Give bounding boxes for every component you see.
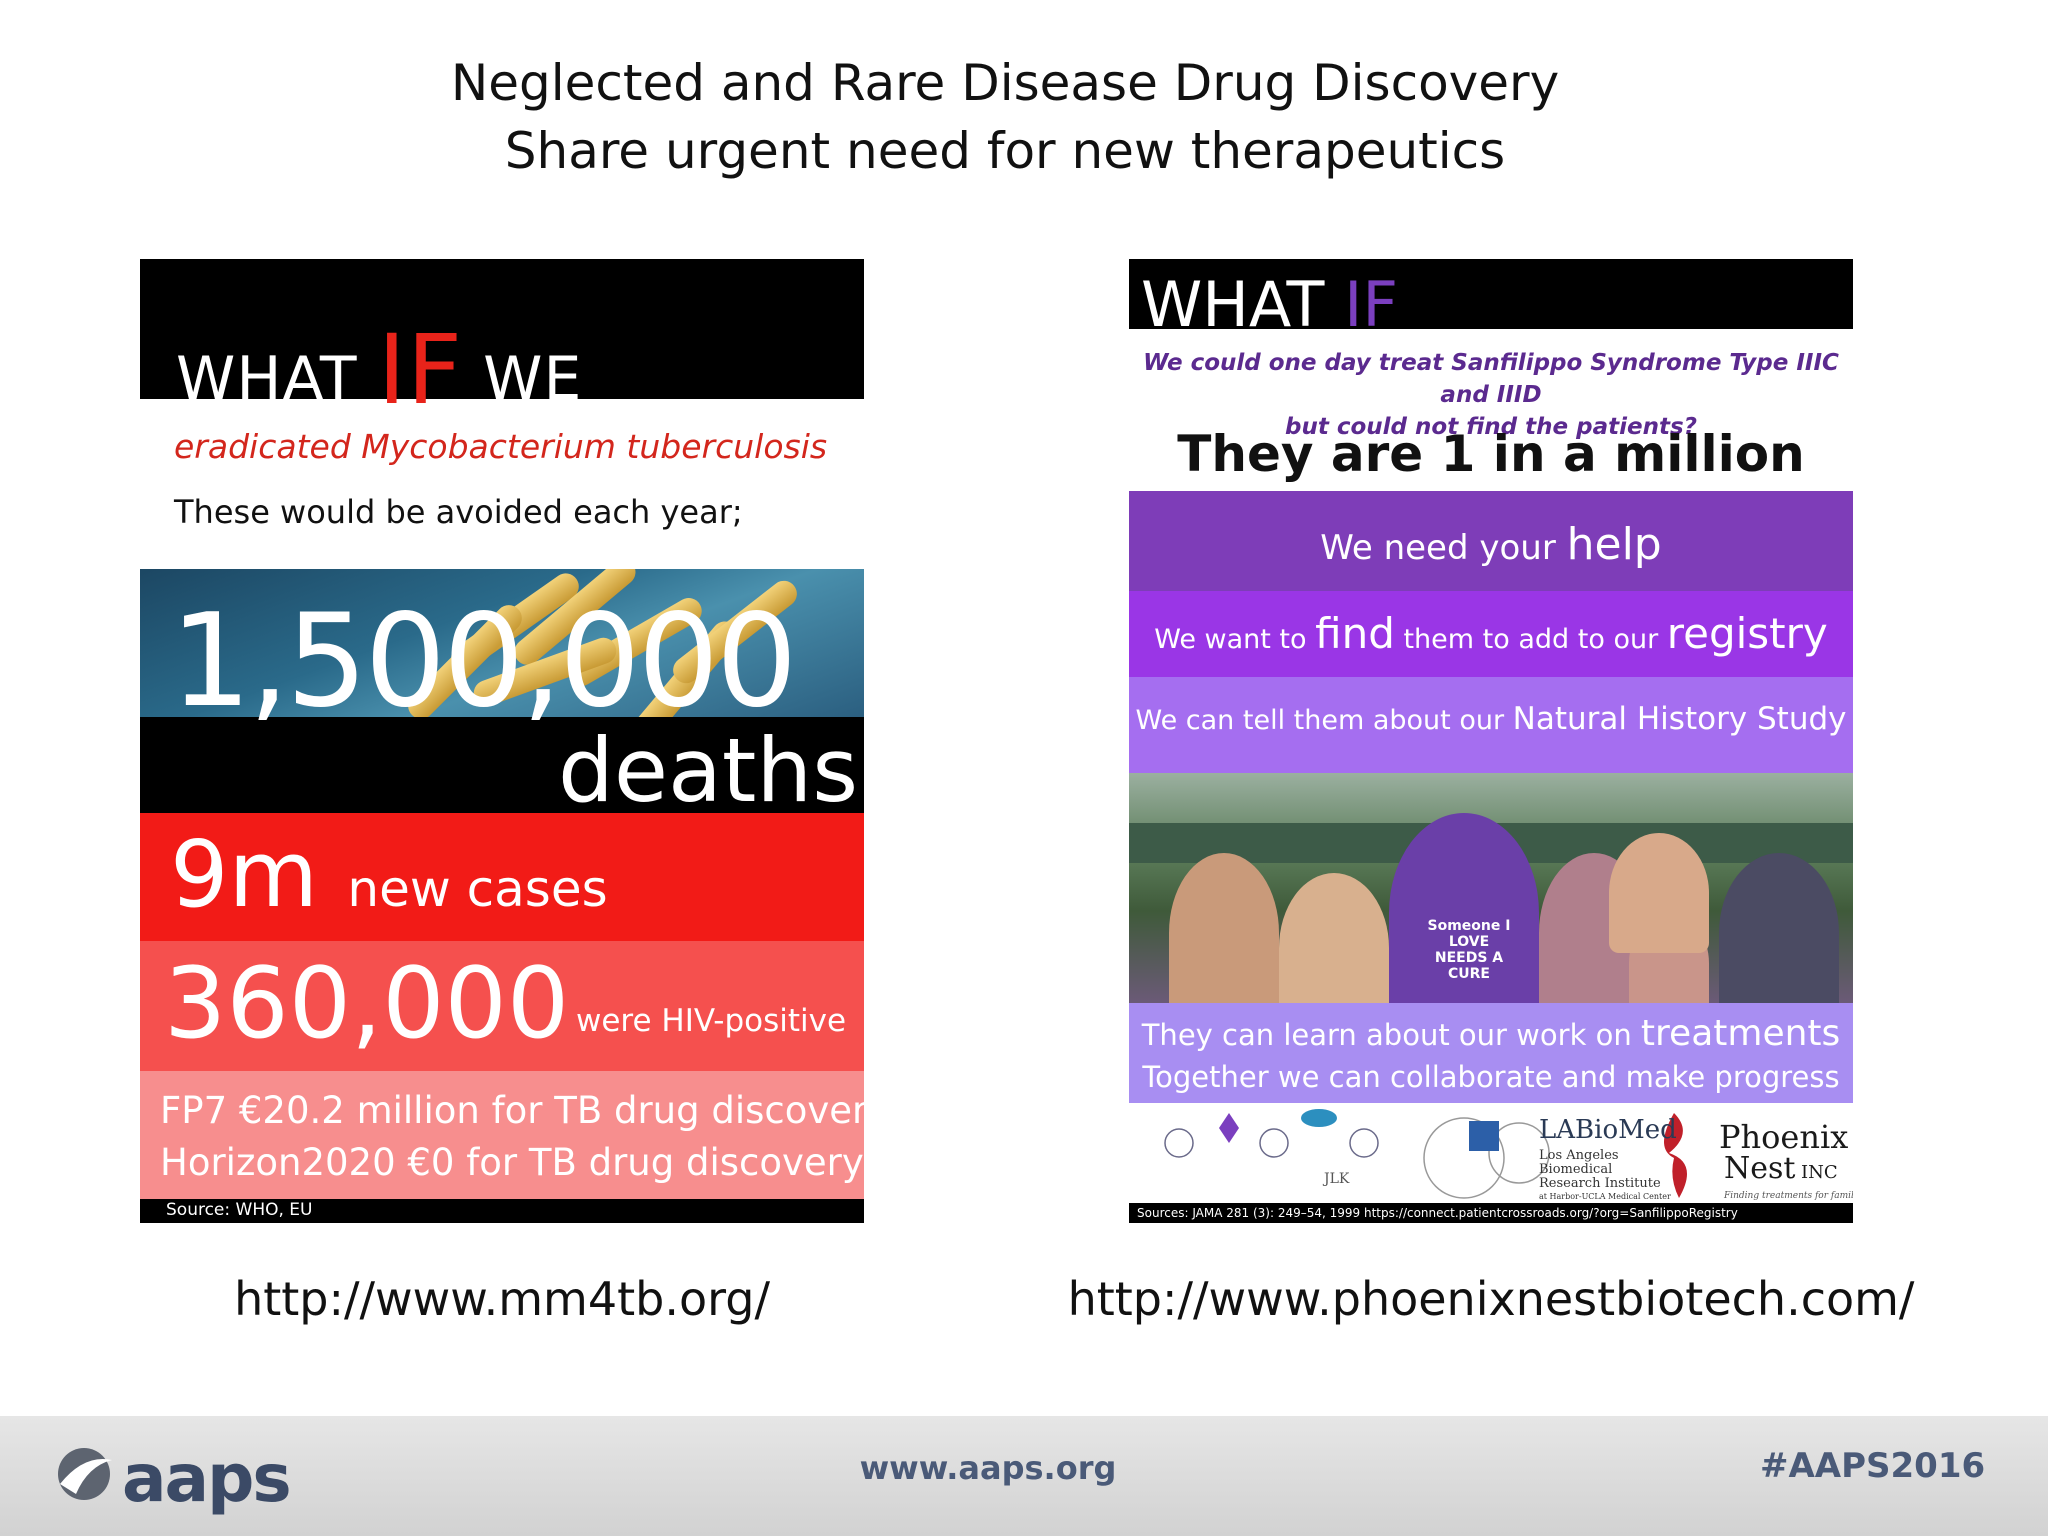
- cases-stat: 9m new cases: [170, 821, 608, 928]
- registry-band: [1129, 591, 1853, 677]
- source-bar: [140, 1199, 864, 1223]
- svg-text:Los Angeles: Los Angeles: [1539, 1148, 1619, 1163]
- deaths-label: deaths: [558, 719, 859, 822]
- deaths-band: [140, 717, 864, 813]
- what-if-header: [140, 259, 864, 399]
- cases-label: new cases: [347, 860, 608, 918]
- treatments-band: [1129, 1003, 1853, 1103]
- help-band: [1129, 491, 1853, 591]
- footer-bar: [0, 1416, 2048, 1536]
- partner-logos-graphic: JLK LABioMed Los Angeles Biomedical Rese…: [1164, 1109, 1853, 1201]
- left-source: Source: WHO, EU: [166, 1200, 313, 1220]
- svg-text:Research Institute: Research Institute: [1539, 1176, 1661, 1191]
- treatments-text: They can learn about our work on treatme…: [1141, 1013, 1841, 1094]
- registry-text: We want to find them to add to our regis…: [1154, 609, 1828, 658]
- study-text: We can tell them about our Natural Histo…: [1135, 701, 1847, 737]
- eradicated-text: eradicated Mycobacterium tuberculosis: [174, 427, 828, 466]
- avoided-text: These would be avoided each year;: [174, 493, 743, 531]
- sanfilippo-infographic: WHAT IF We could one day treat Sanfilipp…: [1129, 259, 1853, 1223]
- svg-text:Biomedical: Biomedical: [1539, 1162, 1612, 1177]
- svg-text:Finding treatments for familie: Finding treatments for families.: [1723, 1191, 1853, 1201]
- source-bar: [1129, 1203, 1853, 1223]
- help-text: We need your help: [1320, 519, 1662, 570]
- what-if-heading: WHAT IF: [1141, 268, 1399, 341]
- slide-title-line2: Share urgent need for new therapeutics: [504, 122, 1506, 180]
- family-photo: Someone I LOVE NEEDS A CURE: [1129, 773, 1853, 1003]
- aaps-logo: aaps: [122, 1440, 292, 1517]
- horizon-line: Horizon2020 €0 for TB drug discovery: [160, 1141, 864, 1184]
- funding-band: [140, 1071, 864, 1199]
- bacteria-image: [140, 569, 864, 717]
- funding-text: FP7 €20.2 million for TB drug discovery …: [160, 1085, 864, 1189]
- hiv-number: 360,000: [164, 947, 570, 1061]
- phoenix-logo-text: Phoenix: [1719, 1118, 1848, 1156]
- tb-infographic: WHAT IF WE eradicated Mycobacterium tube…: [140, 259, 864, 1223]
- deaths-number: 1,500,000: [170, 587, 797, 736]
- hiv-label: were HIV-positive: [576, 1003, 847, 1039]
- svg-text:at Harbor-UCLA Medical Center: at Harbor-UCLA Medical Center: [1539, 1192, 1671, 1201]
- heart-logo-icon: [1219, 1113, 1239, 1143]
- partner-logos: JLK LABioMed Los Angeles Biomedical Rese…: [1129, 1103, 1853, 1203]
- svg-text:INC: INC: [1801, 1162, 1838, 1183]
- cases-band: [140, 813, 864, 941]
- hiv-band: [140, 941, 864, 1071]
- aaps-swoosh-icon: [58, 1448, 112, 1500]
- right-source: Sources: JAMA 281 (3): 249–54, 1999 http…: [1137, 1206, 1738, 1220]
- shirt-text: Someone I LOVE NEEDS A CURE: [1427, 918, 1511, 982]
- cases-number: 9m: [170, 821, 319, 928]
- jlk-logo-text: JLK: [1322, 1171, 1350, 1187]
- phoenixnest-link[interactable]: http://www.phoenixnestbiotech.com/: [1067, 1272, 1915, 1326]
- slide-title-line1: Neglected and Rare Disease Drug Discover…: [450, 54, 1560, 112]
- phoenix-logo-icon: [1664, 1113, 1687, 1198]
- fp7-line: FP7 €20.2 million for TB drug discovery: [160, 1089, 864, 1132]
- fish-logo-icon: [1301, 1109, 1337, 1127]
- event-hashtag: #AAPS2016: [1760, 1446, 1986, 1486]
- what-if-we-heading: WHAT IF WE: [176, 314, 583, 426]
- study-band: [1129, 677, 1853, 773]
- labiomed-logo-text: LABioMed: [1539, 1115, 1677, 1145]
- mm4tb-link[interactable]: http://www.mm4tb.org/: [234, 1272, 770, 1326]
- square-logo-icon: [1469, 1121, 1499, 1151]
- aaps-website[interactable]: www.aaps.org: [859, 1449, 1117, 1487]
- treat-question: We could one day treat Sanfilippo Syndro…: [1143, 350, 1839, 440]
- one-in-million: They are 1 in a million: [1177, 425, 1805, 483]
- what-if-header: [1129, 259, 1853, 329]
- svg-text:Nest: Nest: [1724, 1151, 1795, 1186]
